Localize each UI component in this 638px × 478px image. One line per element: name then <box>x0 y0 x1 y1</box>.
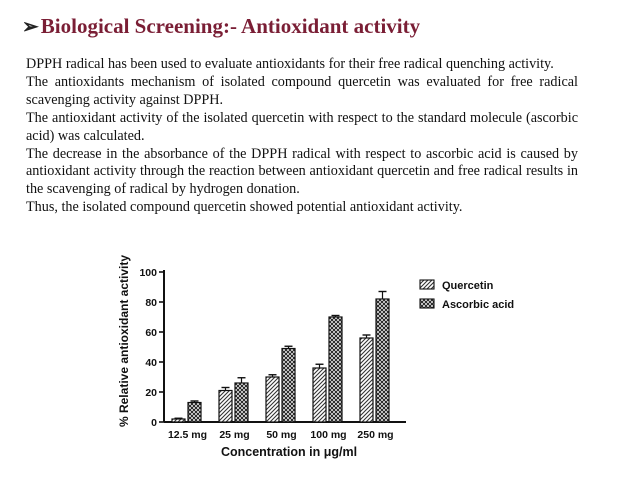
legend-swatch-ascorbic-acid <box>419 298 435 309</box>
y-tick-label: 40 <box>145 357 157 369</box>
bar-ascorbic-acid <box>375 298 390 423</box>
bar-ascorbic-acid <box>234 382 249 423</box>
y-tick-label: 100 <box>139 267 157 279</box>
slide-title-text: Biological Screening:- Antioxidant activ… <box>40 14 421 38</box>
bar-quercetin <box>359 337 374 423</box>
bar-ascorbic-acid <box>281 347 296 423</box>
paragraph-3: The antioxidant activity of the isolated… <box>26 109 578 144</box>
slide-body: DPPH radical has been used to evaluate a… <box>26 56 578 217</box>
bar-quercetin <box>265 376 280 423</box>
legend-swatch-quercetin <box>419 279 435 290</box>
bar-quercetin <box>171 418 186 423</box>
chart-legend: Quercetin Ascorbic acid <box>419 279 514 311</box>
slide-title: ➢Biological Screening:- Antioxidant acti… <box>22 14 420 39</box>
antioxidant-bar-chart: % Relative antioxidant activity Concentr… <box>117 255 514 459</box>
bar-quercetin <box>218 389 233 423</box>
x-tick-label: 100 mg <box>310 429 346 441</box>
y-tick-label: 20 <box>145 387 157 399</box>
legend-label-ascorbic-acid: Ascorbic acid <box>442 299 514 311</box>
x-tick-label: 12.5 mg <box>168 429 207 441</box>
paragraph-2: The antioxidants mechanism of isolated c… <box>26 73 578 108</box>
paragraph-5: Thus, the isolated compound quercetin sh… <box>26 199 463 216</box>
bar-quercetin <box>312 367 327 423</box>
x-tick-label: 50 mg <box>266 429 296 441</box>
arrow-bullet-icon: ➢ <box>22 16 39 38</box>
y-tick-label: 60 <box>145 327 157 339</box>
y-axis-label: % Relative antioxidant activity <box>117 255 131 427</box>
legend-label-quercetin: Quercetin <box>442 280 494 292</box>
paragraph-4: The decrease in the absorbance of the DP… <box>26 145 578 198</box>
y-tick-label: 0 <box>151 417 157 429</box>
x-tick-label: 250 mg <box>357 429 393 441</box>
paragraph-1: DPPH radical has been used to evaluate a… <box>26 56 554 72</box>
y-axis-label-group: % Relative antioxidant activity <box>117 255 131 427</box>
chart-bars: 12.5 mg 25 mg 50 mg 100 mg 250 mg <box>168 290 394 441</box>
x-axis-label: Concentration in μg/ml <box>221 445 357 459</box>
x-tick-label: 25 mg <box>219 429 249 441</box>
bar-ascorbic-acid <box>328 316 343 423</box>
bar-ascorbic-acid <box>187 401 202 423</box>
y-tick-label: 80 <box>145 297 157 309</box>
